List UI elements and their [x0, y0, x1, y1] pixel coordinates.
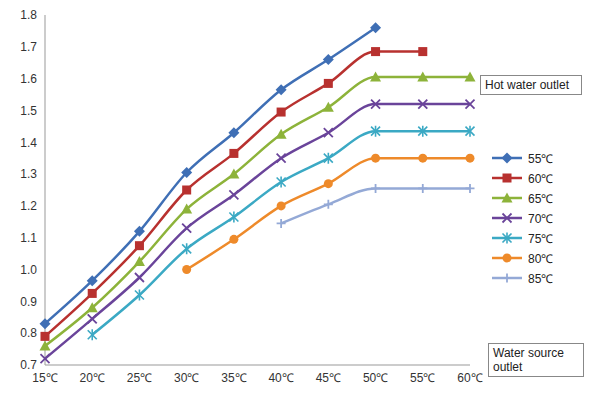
html-text:70℃: 70℃ [528, 211, 554, 226]
html-text:55℃: 55℃ [528, 151, 554, 166]
html-text:Water source outlet: Water source outlet [493, 346, 564, 374]
html-text:80℃: 80℃ [528, 251, 554, 266]
html-text:Hot water outlet: Hot water outlet [485, 78, 569, 92]
svg-text:0.9: 0.9 [20, 295, 37, 309]
svg-text:1.5: 1.5 [20, 104, 37, 118]
svg-text:60℃: 60℃ [457, 371, 482, 385]
html-text:75℃: 75℃ [528, 231, 554, 246]
svg-text:1.8: 1.8 [20, 8, 37, 22]
svg-text:0.8: 0.8 [20, 326, 37, 340]
svg-text:25℃: 25℃ [127, 371, 152, 385]
svg-text:20℃: 20℃ [80, 371, 105, 385]
svg-text:40℃: 40℃ [268, 371, 293, 385]
svg-text:1.2: 1.2 [20, 199, 37, 213]
svg-text:1.7: 1.7 [20, 40, 37, 54]
svg-text:1.4: 1.4 [20, 136, 37, 150]
html-text:60℃: 60℃ [528, 171, 554, 186]
html-text:85℃: 85℃ [528, 271, 554, 286]
svg-text:1.1: 1.1 [20, 231, 37, 245]
svg-text:1.3: 1.3 [20, 167, 37, 181]
svg-text:35℃: 35℃ [221, 371, 246, 385]
svg-text:55℃: 55℃ [410, 371, 435, 385]
svg-text:50℃: 50℃ [363, 371, 388, 385]
svg-text:15℃: 15℃ [32, 371, 57, 385]
svg-text:1.0: 1.0 [20, 263, 37, 277]
html-text:65℃: 65℃ [528, 191, 554, 206]
svg-text:0.7: 0.7 [20, 358, 37, 372]
svg-text:45℃: 45℃ [316, 371, 341, 385]
svg-text:30℃: 30℃ [174, 371, 199, 385]
svg-text:1.6: 1.6 [20, 72, 37, 86]
